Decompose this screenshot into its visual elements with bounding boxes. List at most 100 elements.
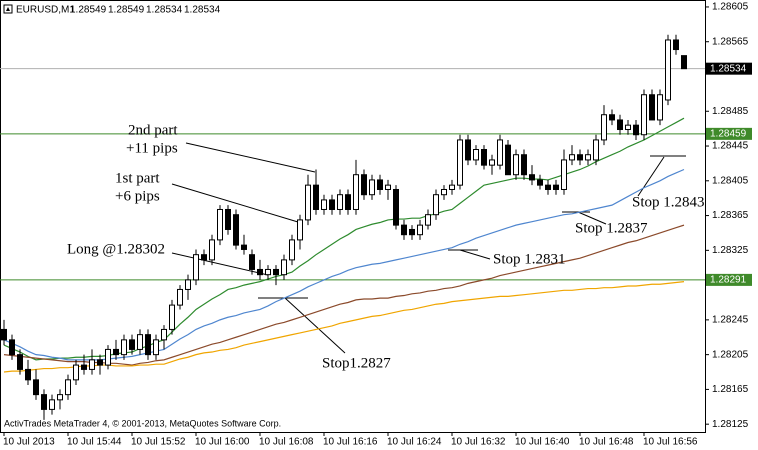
y-tick-label: 1.28245	[712, 315, 749, 326]
candle-body	[201, 254, 207, 261]
candle-body	[281, 259, 287, 276]
candle-body	[297, 219, 303, 241]
level-label-box	[706, 127, 752, 140]
candle-body	[633, 124, 639, 136]
annotation: Stop 1.2831	[493, 251, 566, 267]
candle-body	[369, 179, 375, 196]
candle-body	[273, 268, 279, 276]
candle-body	[9, 339, 15, 356]
candle-body	[73, 364, 79, 381]
candle-body	[641, 94, 647, 136]
moving-average	[3, 168, 685, 361]
x-tick-label: 10 Jul 16:24	[387, 437, 442, 448]
candle-body	[673, 39, 679, 51]
y-tick-label: 1.28485	[712, 106, 749, 117]
x-tick-label: 10 Jul 16:56	[643, 437, 698, 448]
candle-body	[233, 214, 239, 246]
y-tick-label: 1.28325	[712, 245, 749, 256]
level-label: 1.28459	[710, 128, 747, 139]
y-tick-label: 1.28445	[712, 141, 749, 152]
candle-body	[561, 159, 567, 190]
candle-body	[585, 154, 591, 161]
y-tick-label: 1.28605	[712, 2, 749, 13]
candle-body	[105, 348, 111, 366]
candle-body	[329, 199, 335, 210]
candle-body	[441, 188, 447, 196]
candle-body	[377, 179, 383, 190]
annotation: Stop1.2827	[322, 355, 391, 371]
candle-body	[353, 174, 359, 210]
candle-body	[393, 188, 399, 226]
candle-body	[25, 368, 31, 381]
candle-body	[89, 359, 95, 370]
candle-body	[185, 279, 191, 290]
pointer-line	[284, 297, 346, 354]
annotation: +11 pips	[126, 140, 178, 156]
candle-body	[121, 339, 127, 356]
candle-body	[265, 268, 271, 276]
candle-body	[657, 94, 663, 121]
candle-body	[457, 139, 463, 186]
annotation: 1st part	[115, 170, 160, 186]
candle-body	[65, 379, 71, 396]
moving-average	[3, 224, 685, 366]
candle-body	[417, 224, 423, 236]
header-open: 1.28549	[70, 5, 107, 16]
candle-body	[225, 208, 231, 230]
candle-body	[593, 139, 599, 161]
footer: ActivTrades MetaTrader 4, © 2001-2013, M…	[4, 418, 281, 428]
candle-body	[313, 184, 319, 210]
candle-body	[113, 348, 119, 356]
pointer-line	[459, 249, 491, 260]
candle-body	[481, 149, 487, 166]
annotation: 2nd part	[128, 122, 178, 138]
x-tick-label: 10 Jul 16:32	[451, 437, 506, 448]
candle-body	[137, 334, 143, 350]
candle-body	[521, 154, 527, 176]
candle-body	[305, 184, 311, 221]
candle-body	[193, 254, 199, 281]
x-tick-label: 10 Jul 16:08	[259, 437, 314, 448]
x-tick-label: 10 Jul 16:00	[195, 437, 250, 448]
candle-body	[337, 194, 343, 210]
candle-body	[177, 288, 183, 306]
candle-body	[569, 154, 575, 161]
moving-average	[3, 281, 685, 373]
x-tick-label: 10 Jul 2013	[3, 437, 55, 448]
candle-body	[41, 394, 47, 410]
level-label-box	[706, 273, 752, 286]
candle-body	[209, 239, 215, 261]
candle-body	[473, 149, 479, 161]
candle-body	[409, 228, 415, 236]
candle-body	[577, 154, 583, 161]
y-tick-label: 1.28165	[712, 384, 749, 395]
annotation: Stop 1.2843	[632, 194, 705, 210]
candle-body	[537, 179, 543, 186]
header-close: 1.28534	[184, 5, 221, 16]
x-tick-label: 10 Jul 15:52	[131, 437, 186, 448]
candle-body	[153, 339, 159, 356]
candle-body	[241, 244, 247, 250]
candle-body	[545, 184, 551, 190]
candle-body	[33, 379, 39, 396]
candle-body	[465, 139, 471, 161]
candle-body	[169, 304, 175, 330]
candle-body	[57, 394, 63, 401]
candle-body	[433, 194, 439, 216]
pointer-line	[637, 156, 665, 197]
candle-body	[609, 114, 615, 121]
candle-body	[145, 334, 151, 356]
symbol: EURUSD,M1	[16, 5, 75, 16]
price-label-box	[706, 62, 752, 75]
pointer-line	[577, 211, 607, 225]
candle-body	[97, 359, 103, 366]
candle-body	[513, 154, 519, 176]
y-tick-label: 1.28365	[712, 210, 749, 221]
x-tick-label: 10 Jul 16:16	[323, 437, 378, 448]
x-tick-label: 10 Jul 16:48	[579, 437, 634, 448]
candle-body	[289, 239, 295, 261]
candle-body	[17, 354, 23, 370]
candle-body	[81, 364, 87, 370]
candle-body	[665, 39, 671, 101]
candle-body	[601, 114, 607, 141]
